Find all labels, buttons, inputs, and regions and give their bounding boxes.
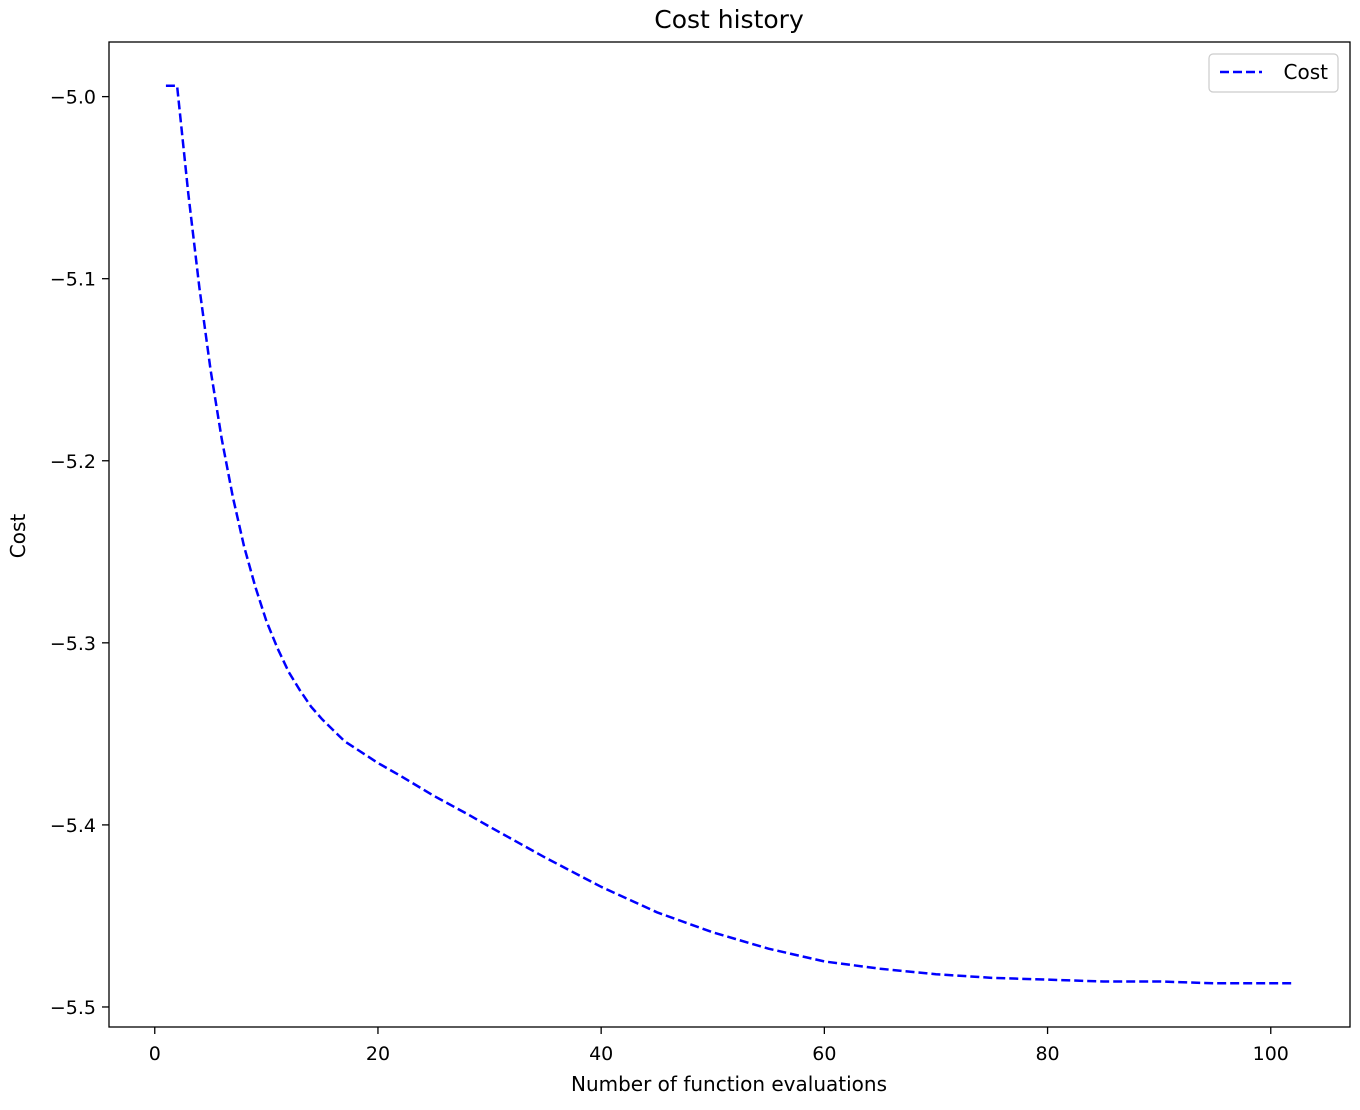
plot-area-frame — [108, 41, 1351, 1028]
legend-entry-cost: Cost — [1284, 60, 1329, 84]
y-axis-label: Cost — [6, 514, 30, 559]
y-tick-label: −5.0 — [50, 87, 96, 109]
x-tick-label: 60 — [812, 1043, 836, 1065]
x-tick-label: 40 — [589, 1043, 613, 1065]
x-axis-label: Number of function evaluations — [571, 1072, 887, 1096]
y-tick-label: −5.4 — [50, 815, 96, 837]
x-tick-label: 100 — [1253, 1043, 1289, 1065]
x-axis-ticks: 0 20 40 60 80 100 — [149, 1027, 1289, 1065]
y-tick-label: −5.3 — [50, 633, 96, 655]
legend-box — [1208, 53, 1339, 93]
chart-title: Cost history — [654, 5, 804, 34]
y-tick-label: −5.2 — [50, 451, 96, 473]
y-tick-label: −5.1 — [50, 269, 96, 291]
y-tick-label: −5.5 — [50, 997, 96, 1019]
x-tick-label: 80 — [1035, 1043, 1059, 1065]
x-tick-label: 0 — [149, 1043, 161, 1065]
x-tick-label: 20 — [366, 1043, 390, 1065]
legend: Cost — [1208, 53, 1339, 93]
cost-series-line — [165, 84, 1294, 985]
y-axis-ticks: −5.0 −5.1 −5.2 −5.3 −5.4 −5.5 — [50, 87, 109, 1019]
